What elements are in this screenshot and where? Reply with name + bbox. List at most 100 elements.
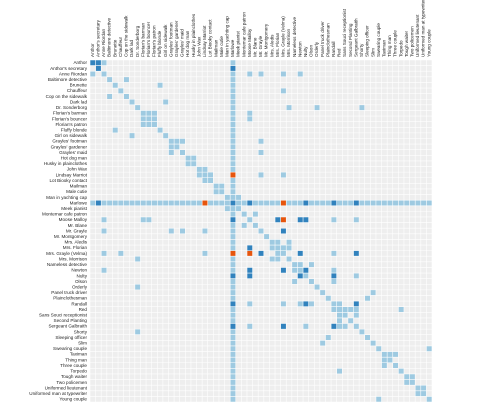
- matrix-cell: [342, 200, 348, 206]
- matrix-cell: [235, 205, 242, 212]
- matrix-cell: [291, 200, 298, 206]
- matrix-cell: [403, 200, 410, 206]
- matrix-cell: [230, 211, 236, 217]
- matrix-cell: [196, 200, 203, 206]
- row-label: Lot Biooky contact: [49, 178, 87, 183]
- matrix-cell: [280, 267, 287, 274]
- matrix-cell: [258, 71, 264, 77]
- matrix-cell: [415, 385, 421, 391]
- matrix-cell: [230, 273, 236, 279]
- matrix-cell: [230, 110, 236, 117]
- row-label: John Wax: [67, 167, 88, 172]
- matrix-cell: [246, 250, 253, 257]
- matrix-cell: [168, 149, 175, 156]
- matrix-cell: [101, 267, 107, 274]
- matrix-cell: [258, 149, 264, 156]
- matrix-cell: [359, 329, 365, 335]
- matrix-cell: [218, 200, 225, 206]
- matrix-cell: [269, 245, 276, 251]
- matrix-cell: [269, 200, 276, 206]
- row-label: Shorty: [74, 329, 88, 334]
- matrix-cell: [230, 160, 236, 167]
- matrix-cell: [286, 104, 292, 111]
- matrix-cell: [420, 385, 427, 391]
- matrix-cell: [280, 200, 287, 206]
- matrix-cell: [280, 228, 287, 234]
- column-label: Sleeping officer: [365, 25, 370, 57]
- matrix-cell: [303, 267, 309, 274]
- row-label: Uniformed man at typewriter: [29, 391, 87, 396]
- matrix-cell: [246, 267, 253, 274]
- matrix-cell: [420, 200, 427, 206]
- row-label: Male cutie: [66, 189, 87, 194]
- column-label: Anthor: [90, 43, 95, 57]
- row-label: Grayles' footman: [52, 139, 87, 144]
- matrix-cell: [168, 144, 175, 150]
- matrix-cell: [230, 60, 236, 66]
- matrix-cell: [123, 76, 130, 83]
- matrix-cell: [246, 301, 253, 307]
- matrix-cell: [291, 278, 298, 285]
- matrix-cell: [230, 138, 236, 145]
- column-label: Newton: [297, 41, 302, 57]
- matrix-cell: [230, 390, 236, 397]
- matrix-cell: [415, 200, 421, 206]
- column-label: Girl on sidewalk: [163, 24, 168, 57]
- matrix-cell: [409, 379, 416, 386]
- row-label: Marlowe: [70, 200, 88, 205]
- column-label: Mr. Blane: [253, 37, 258, 57]
- column-label: Man in yachting cap: [224, 16, 229, 57]
- matrix-cell: [118, 200, 124, 206]
- matrix-cell: [308, 200, 315, 206]
- column-label: Slim: [370, 48, 375, 57]
- row-label: Mr. Montgomery: [54, 234, 88, 239]
- row-label: Grayles' gardener: [51, 144, 88, 149]
- matrix-cell: [112, 127, 119, 133]
- matrix-cell: [151, 116, 158, 122]
- matrix-cell: [230, 121, 236, 128]
- matrix-cell: [246, 216, 253, 223]
- matrix-cell: [331, 278, 337, 285]
- matrix-cell: [392, 200, 399, 206]
- matrix-cell: [230, 329, 236, 335]
- column-label: Tough waiter: [404, 30, 409, 57]
- matrix-cell: [146, 116, 152, 122]
- matrix-cell: [174, 144, 180, 150]
- matrix-cell: [101, 250, 107, 257]
- row-label: Dr. Sonderborg: [56, 105, 88, 110]
- column-label: Olson: [309, 45, 314, 57]
- column-label: Torpedo: [398, 40, 403, 57]
- column-label: Randall: [331, 41, 336, 57]
- row-label: Mr. Grayle: [66, 228, 88, 233]
- matrix-cell: [230, 250, 236, 257]
- matrix-cell: [230, 278, 236, 285]
- row-label: Mailman: [70, 184, 88, 189]
- matrix-cell: [297, 301, 304, 307]
- matrix-cell: [381, 357, 388, 363]
- matrix-cell: [202, 172, 208, 178]
- matrix-cell: [230, 340, 236, 346]
- matrix-cell: [252, 200, 259, 206]
- matrix-cell: [403, 379, 410, 386]
- matrix-cell: [230, 104, 236, 111]
- matrix-cell: [230, 312, 236, 318]
- matrix-cell: [230, 284, 236, 290]
- matrix-cell: [207, 200, 214, 206]
- matrix-cell: [230, 155, 236, 161]
- column-label: Mrs. Florian: [275, 32, 280, 57]
- matrix-cell: [246, 71, 253, 77]
- row-label: Nulty: [77, 273, 88, 278]
- column-label: Red: [337, 48, 342, 57]
- column-label: Second Planting: [348, 23, 353, 57]
- row-label: Swearing couple: [53, 346, 87, 351]
- matrix-cell: [230, 222, 236, 229]
- matrix-cell: [118, 88, 124, 94]
- matrix-cell: [235, 194, 242, 201]
- matrix-cells: [90, 60, 432, 402]
- column-label: Mr. Montgomery: [264, 23, 269, 57]
- row-label: Mrs. Grayle (Velma): [46, 251, 87, 256]
- matrix-cell: [101, 200, 107, 206]
- row-label: Anne Riordan: [59, 71, 88, 76]
- matrix-cell: [303, 323, 309, 330]
